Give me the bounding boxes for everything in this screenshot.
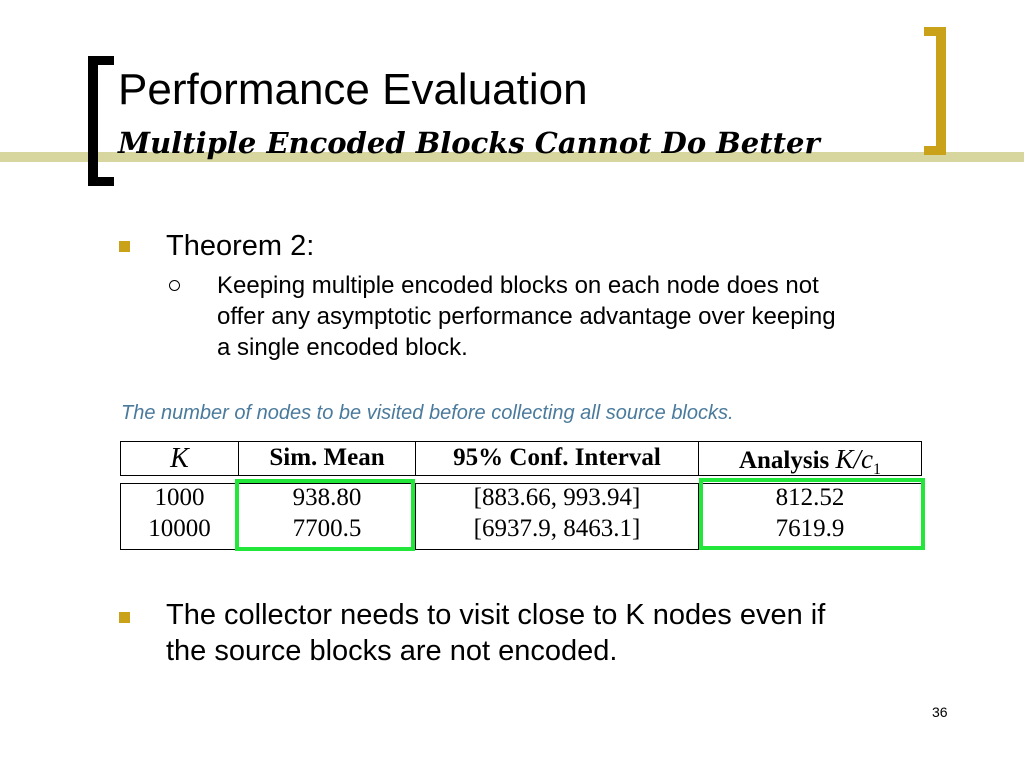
highlight-sim-mean-box — [235, 479, 415, 551]
cell-sim-mean-row2: 7700.5 — [292, 515, 362, 542]
header-sim-mean: Sim. Mean — [269, 444, 385, 471]
body-divider — [415, 484, 416, 549]
highlight-analysis-box — [699, 478, 925, 550]
left-bracket — [88, 56, 98, 186]
header-analysis-formula: K/c — [835, 444, 874, 474]
sub-bullet-circle-icon — [169, 280, 180, 291]
bullet-collector-line-1: The collector needs to visit close to K … — [166, 599, 826, 631]
page-number: 36 — [932, 704, 948, 720]
header-conf-interval: 95% Conf. Interval — [453, 444, 661, 471]
table-body: 1000 938.80 [883.66, 993.94] 812.52 1000… — [120, 483, 922, 550]
right-bracket-top — [924, 27, 946, 36]
right-bracket-bottom — [924, 146, 946, 155]
header-analysis-subscript: 1 — [873, 461, 882, 478]
bullet-theorem: Theorem 2: — [166, 230, 315, 262]
right-bracket — [936, 27, 946, 155]
sub-bullet-line-1: Keeping multiple encoded blocks on each … — [217, 272, 819, 299]
body-divider — [698, 484, 699, 549]
header-divider — [415, 442, 416, 475]
header-divider — [698, 442, 699, 475]
cell-analysis-row2: 7619.9 — [775, 515, 845, 542]
left-bracket-top — [88, 56, 114, 65]
cell-sim-mean-row1: 938.80 — [292, 484, 362, 511]
sub-bullet-line-3: a single encoded block. — [217, 334, 468, 361]
cell-conf-row2: [6937.9, 8463.1] — [473, 515, 641, 542]
slide-subtitle: Multiple Encoded Blocks Cannot Do Better — [118, 126, 820, 160]
cell-analysis-row1: 812.52 — [775, 484, 845, 511]
cell-conf-row1: [883.66, 993.94] — [473, 484, 641, 511]
sub-bullet-line-2: offer any asymptotic performance advanta… — [217, 303, 836, 330]
cell-k-row2: 10000 — [148, 515, 211, 542]
bullet-square-icon — [119, 612, 130, 623]
header-analysis: Analysis K/c1 — [699, 444, 921, 479]
bullet-collector-line-2: the source blocks are not encoded. — [166, 635, 618, 667]
slide-title: Performance Evaluation — [118, 65, 588, 114]
header-k: K — [170, 443, 189, 474]
title-band — [0, 152, 1024, 162]
bullet-square-icon — [119, 241, 130, 252]
cell-k-row1: 1000 — [154, 484, 205, 511]
table-caption: The number of nodes to be visited before… — [121, 402, 734, 424]
table-header: K Sim. Mean 95% Conf. Interval Analysis … — [120, 441, 922, 479]
left-bracket-bottom — [88, 177, 114, 186]
header-divider — [238, 442, 239, 475]
header-analysis-label: Analysis — [738, 447, 830, 474]
